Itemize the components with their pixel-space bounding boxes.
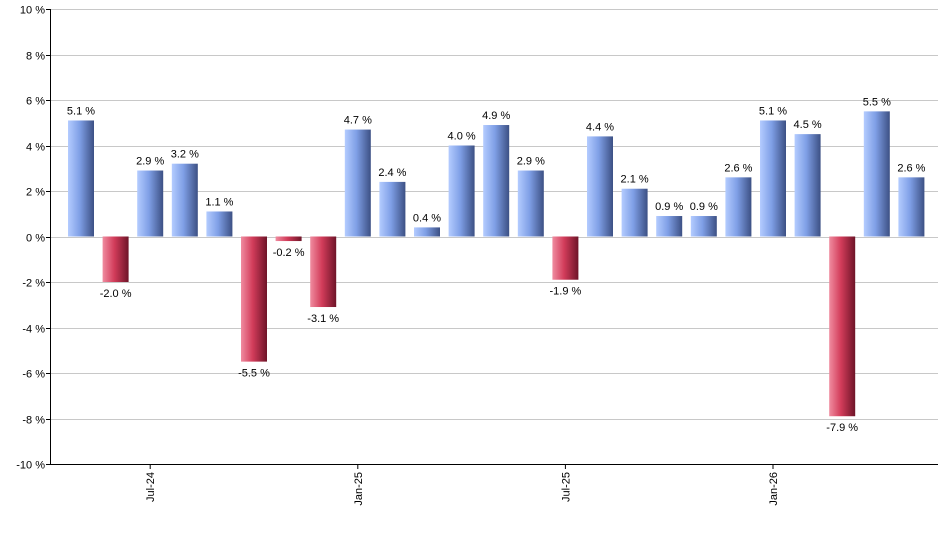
bar-positive (725, 177, 752, 237)
data-label: 3.2 % (171, 149, 199, 161)
data-label: -1.9 % (550, 286, 582, 298)
data-label: 5.1 % (759, 105, 787, 117)
bar-positive (68, 120, 94, 237)
y-tick-label: -4 % (22, 324, 45, 336)
data-label: -7.9 % (826, 422, 858, 434)
y-tick-label: -10 % (16, 460, 45, 472)
bar-positive (794, 134, 821, 237)
data-label: 5.5 % (863, 96, 891, 108)
bar-positive (760, 120, 786, 237)
y-axis-tick-labels: -10 % -8 % -6 % -4 % -2 % 0 % 2 % 4 % 6 % 8 % 10 % (16, 5, 45, 472)
y-tick-label: 8 % (26, 51, 45, 63)
bars (68, 111, 925, 417)
gridlines (50, 9, 938, 465)
data-label: 4.5 % (794, 119, 822, 131)
axes (46, 9, 938, 469)
bar-positive (344, 129, 371, 237)
data-label: 2.1 % (621, 174, 649, 186)
bar-negative (241, 236, 267, 362)
x-tick-label: Jul-24 (145, 472, 157, 502)
data-label: 0.4 % (413, 212, 441, 224)
data-label: -5.5 % (238, 368, 270, 380)
bar-positive (448, 145, 475, 237)
data-label: 0.9 % (655, 201, 683, 213)
bar-positive (206, 211, 233, 237)
bar-positive (483, 125, 510, 237)
data-label: -0.2 % (273, 247, 305, 259)
y-tick-label: 6 % (26, 96, 45, 108)
data-label: 2.4 % (378, 167, 406, 179)
bar-positive (379, 181, 406, 237)
y-tick-label: 2 % (26, 187, 45, 199)
data-label: 2.9 % (136, 156, 164, 168)
bar-positive (621, 188, 648, 237)
data-label: 4.9 % (482, 110, 510, 122)
data-label: 5.1 % (67, 105, 95, 117)
x-tick-label: Jan-26 (768, 472, 780, 506)
bar-negative (275, 236, 302, 242)
data-label: 4.7 % (344, 115, 372, 127)
bar-negative (829, 236, 856, 417)
bar-positive (898, 177, 925, 237)
y-tick-label: 0 % (26, 233, 45, 245)
data-label: 2.6 % (897, 162, 925, 174)
y-tick-label: 10 % (20, 5, 45, 17)
data-labels: 5.1 % -2.0 % 2.9 % 3.2 % 1.1 % -5.5 % -0.2 % -3… (67, 96, 926, 434)
y-tick-label: -8 % (22, 415, 45, 427)
data-label: 0.9 % (690, 201, 718, 213)
bar-positive (863, 111, 890, 237)
bar-positive (690, 216, 717, 237)
bar-positive (587, 136, 613, 237)
bar-positive (137, 170, 164, 237)
bar-negative (102, 236, 129, 282)
data-label: -3.1 % (307, 313, 339, 325)
bar-positive (656, 216, 683, 237)
data-label: 2.9 % (517, 156, 545, 168)
bar-negative (310, 236, 337, 308)
bar-positive (414, 227, 440, 237)
x-tick-label: Jul-25 (560, 472, 572, 502)
bar-positive (171, 163, 198, 237)
y-tick-label: -6 % (22, 369, 45, 381)
data-label: -2.0 % (100, 288, 132, 300)
data-label: 4.0 % (448, 131, 476, 143)
data-label: 2.6 % (724, 162, 752, 174)
x-tick-label: Jan-25 (353, 472, 365, 506)
bar-positive (517, 170, 544, 237)
data-label: 1.1 % (205, 196, 233, 208)
bar-negative (552, 236, 579, 280)
y-tick-label: 4 % (26, 142, 45, 154)
y-tick-label: -2 % (22, 278, 45, 290)
x-axis-tick-labels: Jul-24 Jan-25 Jul-25 Jan-26 (145, 472, 780, 506)
data-label: 4.4 % (586, 121, 614, 133)
